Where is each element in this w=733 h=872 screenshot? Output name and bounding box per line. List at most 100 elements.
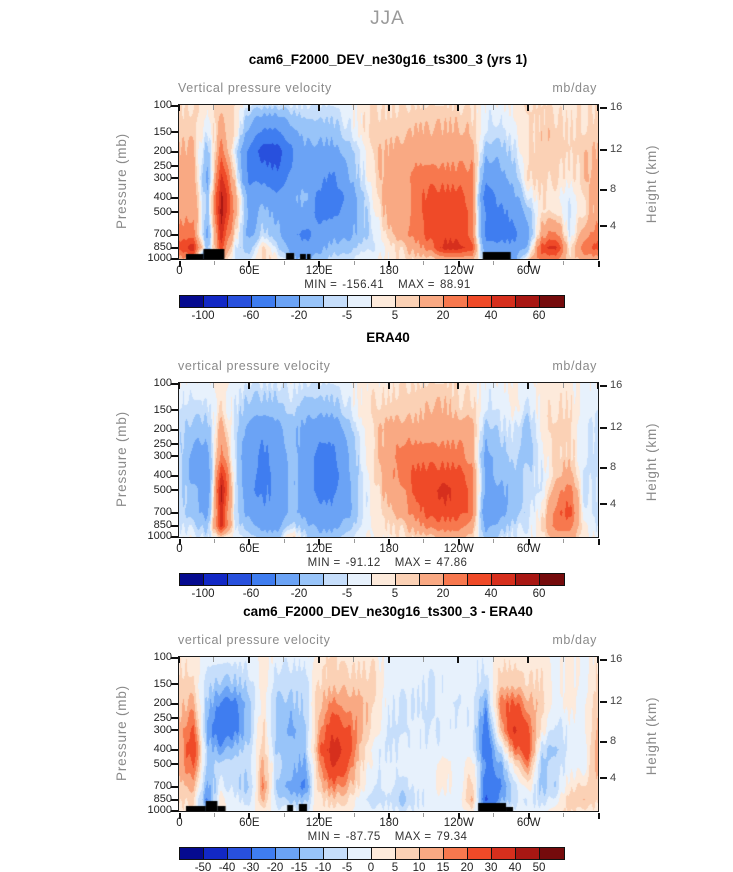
pressure-tick-label: 300: [153, 171, 172, 184]
min-value: -156.41: [342, 279, 385, 291]
colorbar-tick-label: -100: [191, 588, 215, 600]
colorbar-tick-label: -100: [191, 310, 215, 322]
max-label: MAX =: [398, 279, 435, 291]
colorbar-tick-label: 5: [391, 310, 399, 322]
pressure-tick: [171, 196, 178, 199]
x-minor-tick: [213, 105, 215, 110]
pressure-tick: [171, 246, 178, 249]
contour-plot-canvas: [179, 657, 598, 811]
colorbar-tick-label: -5: [341, 310, 353, 322]
colorbar-segment: [324, 574, 348, 585]
x-major-tick: [248, 539, 251, 545]
max-value: 79.34: [436, 831, 468, 843]
colorbar-segment: [204, 296, 228, 307]
colorbar-segment: [180, 574, 204, 585]
max-label: MAX =: [394, 557, 432, 569]
colorbar-segment: [492, 296, 516, 307]
colorbar-segment: [228, 848, 252, 859]
x-minor-tick: [563, 261, 565, 265]
colorbar-segment: [300, 848, 324, 859]
colorbar-segment: [324, 848, 348, 859]
height-tick-label: 16: [610, 379, 623, 392]
colorbar-segment: [276, 848, 300, 859]
colorbar-segment: [516, 848, 540, 859]
colorbar-tick-label: -20: [290, 310, 308, 322]
x-major-tick: [247, 657, 250, 663]
pressure-tick-label: 100: [153, 377, 172, 389]
max-value: 88.91: [439, 279, 471, 291]
lon-tick-label: 120W: [443, 543, 474, 555]
x-major-tick: [527, 813, 530, 819]
pressure-tick: [171, 809, 178, 812]
pressure-tick-label: 700: [153, 506, 172, 519]
colorbar-tick-label: -40: [218, 862, 236, 872]
colorbar: [179, 295, 565, 308]
x-major-tick: [178, 105, 180, 111]
x-major-tick: [178, 261, 181, 267]
colorbar-segment: [540, 574, 564, 585]
colorbar-segment: [324, 296, 348, 307]
pressure-tick: [171, 409, 178, 412]
x-major-tick: [388, 539, 390, 545]
x-major-tick: [247, 105, 250, 111]
height-tick-label: 4: [610, 771, 617, 784]
colorbar-segment: [348, 574, 372, 585]
lon-tick-label: 120E: [305, 265, 333, 277]
height-tick-label: 8: [610, 183, 617, 196]
pressure-tick-label: 700: [153, 780, 172, 793]
min-value: -91.12: [345, 557, 381, 569]
lon-tick-label: 120W: [443, 817, 474, 829]
pressure-tick: [171, 474, 178, 477]
x-major-tick: [247, 383, 250, 389]
colorbar-segment: [348, 848, 372, 859]
x-minor-tick: [562, 657, 564, 662]
pressure-tick: [171, 211, 178, 214]
x-major-tick: [387, 657, 390, 663]
colorbar-segment: [516, 296, 540, 307]
x-major-tick: [457, 261, 460, 267]
x-major-tick: [317, 105, 320, 111]
pressure-tick: [171, 798, 178, 801]
pressure-tick-label: 500: [153, 757, 172, 770]
x-minor-tick: [423, 813, 425, 817]
colorbar-segment: [252, 574, 276, 585]
x-minor-tick: [563, 813, 565, 817]
x-minor-tick: [422, 657, 424, 662]
x-major-tick: [387, 383, 390, 389]
height-tick: [600, 106, 607, 109]
pressure-tick: [171, 785, 178, 788]
colorbar-segment: [420, 848, 444, 859]
x-major-tick: [387, 105, 390, 111]
contour-plot-canvas: [179, 383, 598, 537]
lon-tick-label: 180: [379, 817, 399, 829]
x-major-tick: [527, 383, 530, 389]
x-minor-tick: [492, 383, 494, 388]
pressure-tick: [171, 763, 178, 766]
height-tick-label: 8: [610, 735, 617, 748]
pressure-tick: [171, 455, 178, 458]
lon-tick-label: 60E: [239, 265, 260, 277]
panel-title: ERA40: [366, 330, 410, 345]
lon-tick-label: 60E: [239, 817, 260, 829]
colorbar-tick-label: 5: [391, 588, 399, 600]
height-tick-label: 12: [610, 421, 623, 434]
lon-tick-label: 120W: [443, 265, 474, 277]
contour-plot-canvas: [179, 105, 598, 259]
height-tick: [600, 188, 607, 191]
lon-tick-label: 180: [379, 543, 399, 555]
height-tick-label: 16: [610, 653, 623, 666]
height-axis-title: Height (km): [644, 696, 659, 776]
x-minor-tick: [283, 539, 285, 543]
x-minor-tick: [283, 657, 285, 662]
x-major-tick: [597, 657, 599, 663]
colorbar-segment: [516, 574, 540, 585]
x-minor-tick: [353, 105, 355, 110]
x-minor-tick: [562, 383, 564, 388]
colorbar-segment: [492, 574, 516, 585]
colorbar-segment: [204, 574, 228, 585]
x-minor-tick: [562, 105, 564, 110]
pressure-tick-label: 250: [153, 711, 172, 724]
x-minor-tick: [493, 261, 495, 265]
page-title: JJA: [370, 8, 405, 29]
colorbar-segment: [540, 848, 564, 859]
